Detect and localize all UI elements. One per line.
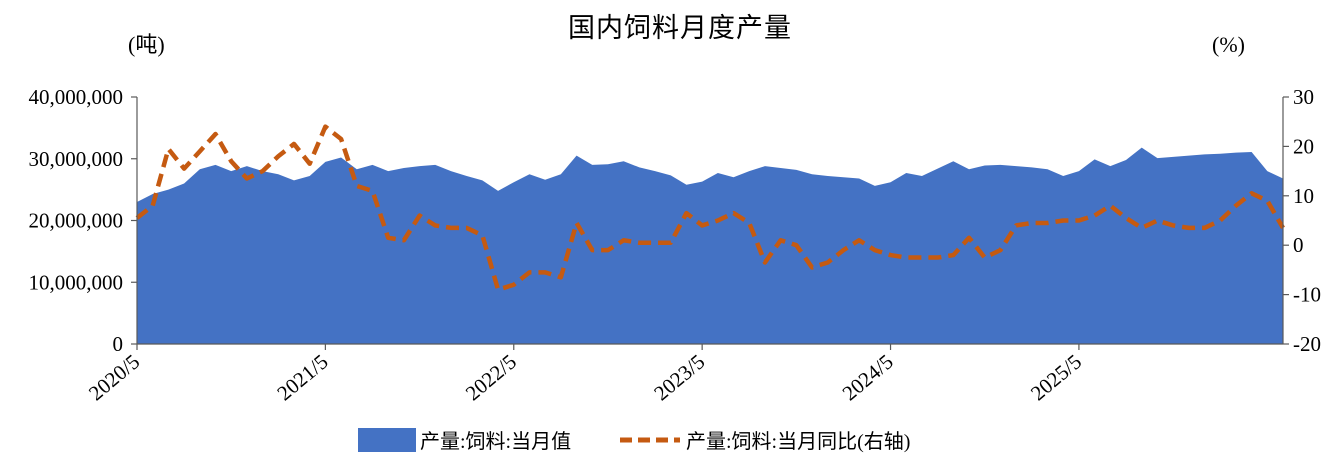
left-tick-label: 0 bbox=[113, 332, 124, 356]
x-tick-label: 2023/5 bbox=[649, 349, 709, 405]
right-tick-label: 20 bbox=[1293, 134, 1314, 158]
left-tick-label: 20,000,000 bbox=[29, 209, 124, 233]
left-tick-label: 10,000,000 bbox=[29, 270, 124, 294]
legend-area-swatch bbox=[358, 428, 416, 452]
x-tick-label: 2024/5 bbox=[838, 349, 898, 405]
x-axis-ticks: 2020/5 2021/5 2022/5 2023/5 2024/5 2025/5 bbox=[84, 344, 1086, 405]
legend: 产量:饲料:当月值 产量:饲料:当月同比(右轴) bbox=[358, 428, 910, 453]
x-tick-label: 2025/5 bbox=[1026, 349, 1086, 405]
right-axis-unit: (%) bbox=[1212, 32, 1245, 57]
chart-title: 国内饲料月度产量 bbox=[568, 13, 792, 43]
legend-label-line: 产量:饲料:当月同比(右轴) bbox=[686, 430, 910, 453]
left-tick-label: 40,000,000 bbox=[29, 85, 124, 109]
right-axis-ticks: -20 -10 0 10 20 30 bbox=[1283, 85, 1321, 356]
left-axis-unit: (吨) bbox=[128, 32, 165, 57]
right-tick-label: -20 bbox=[1293, 332, 1321, 356]
x-tick-label: 2021/5 bbox=[272, 349, 332, 405]
right-tick-label: 10 bbox=[1293, 184, 1314, 208]
x-tick-label: 2022/5 bbox=[461, 349, 521, 405]
area-series-production bbox=[137, 147, 1283, 344]
right-tick-label: -10 bbox=[1293, 283, 1321, 307]
right-tick-label: 30 bbox=[1293, 85, 1314, 109]
left-tick-label: 30,000,000 bbox=[29, 147, 124, 171]
right-tick-label: 0 bbox=[1293, 233, 1304, 257]
area-series-layer bbox=[137, 147, 1283, 344]
x-tick-label: 2020/5 bbox=[84, 349, 144, 405]
left-axis-ticks: 0 10,000,000 20,000,000 30,000,000 40,000,00… bbox=[29, 85, 137, 356]
legend-label-area: 产量:饲料:当月值 bbox=[420, 430, 571, 453]
